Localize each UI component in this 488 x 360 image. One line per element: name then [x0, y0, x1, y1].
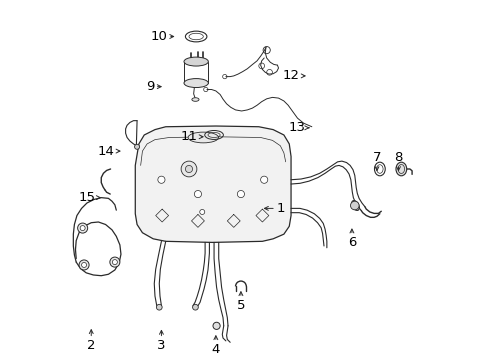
Circle shape	[80, 226, 85, 231]
Text: 4: 4	[211, 343, 220, 356]
Circle shape	[81, 262, 86, 267]
Text: 12: 12	[283, 69, 300, 82]
Text: 1: 1	[276, 202, 285, 215]
Circle shape	[260, 176, 267, 183]
Circle shape	[350, 201, 358, 210]
Circle shape	[112, 260, 117, 265]
Text: 11: 11	[181, 130, 198, 143]
Text: 5: 5	[236, 299, 244, 312]
Text: 13: 13	[288, 121, 305, 134]
Circle shape	[79, 260, 89, 270]
Text: 15: 15	[79, 191, 96, 204]
Circle shape	[134, 144, 139, 149]
Text: 7: 7	[372, 150, 381, 164]
Text: 10: 10	[150, 30, 167, 43]
Text: 2: 2	[87, 339, 95, 352]
Ellipse shape	[183, 57, 208, 66]
Ellipse shape	[395, 162, 406, 176]
Circle shape	[110, 257, 120, 267]
Circle shape	[181, 161, 197, 177]
Circle shape	[199, 210, 204, 215]
Ellipse shape	[351, 201, 359, 211]
Circle shape	[192, 304, 198, 310]
Text: 6: 6	[347, 236, 355, 249]
Text: 3: 3	[157, 339, 165, 352]
Polygon shape	[135, 126, 290, 242]
Circle shape	[237, 190, 244, 198]
Ellipse shape	[191, 98, 199, 101]
Circle shape	[194, 190, 201, 198]
Circle shape	[156, 304, 162, 310]
Text: 14: 14	[98, 145, 115, 158]
Ellipse shape	[183, 78, 208, 87]
Text: 9: 9	[145, 80, 154, 93]
Circle shape	[213, 322, 220, 329]
Circle shape	[78, 223, 87, 233]
Circle shape	[185, 165, 192, 172]
Ellipse shape	[188, 132, 218, 143]
Circle shape	[158, 176, 164, 183]
Text: 8: 8	[393, 150, 402, 164]
